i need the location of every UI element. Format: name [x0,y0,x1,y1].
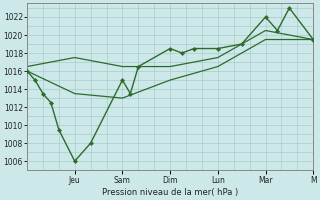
X-axis label: Pression niveau de la mer( hPa ): Pression niveau de la mer( hPa ) [102,188,238,197]
